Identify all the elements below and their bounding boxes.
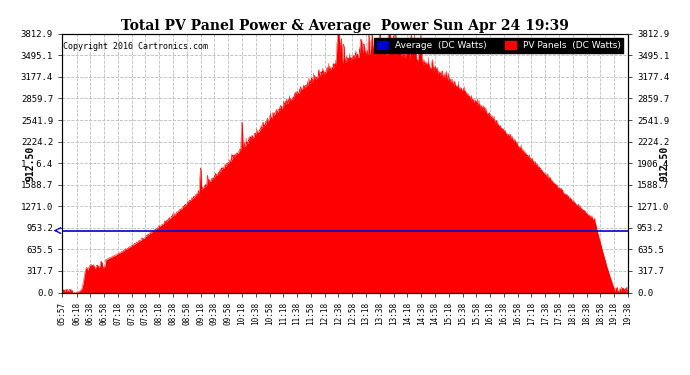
Text: 912.50: 912.50 <box>26 146 36 181</box>
Text: Copyright 2016 Cartronics.com: Copyright 2016 Cartronics.com <box>63 42 208 51</box>
Text: 912.50: 912.50 <box>660 146 670 181</box>
Title: Total PV Panel Power & Average  Power Sun Apr 24 19:39: Total PV Panel Power & Average Power Sun… <box>121 19 569 33</box>
Legend: Average  (DC Watts), PV Panels  (DC Watts): Average (DC Watts), PV Panels (DC Watts) <box>374 38 623 53</box>
